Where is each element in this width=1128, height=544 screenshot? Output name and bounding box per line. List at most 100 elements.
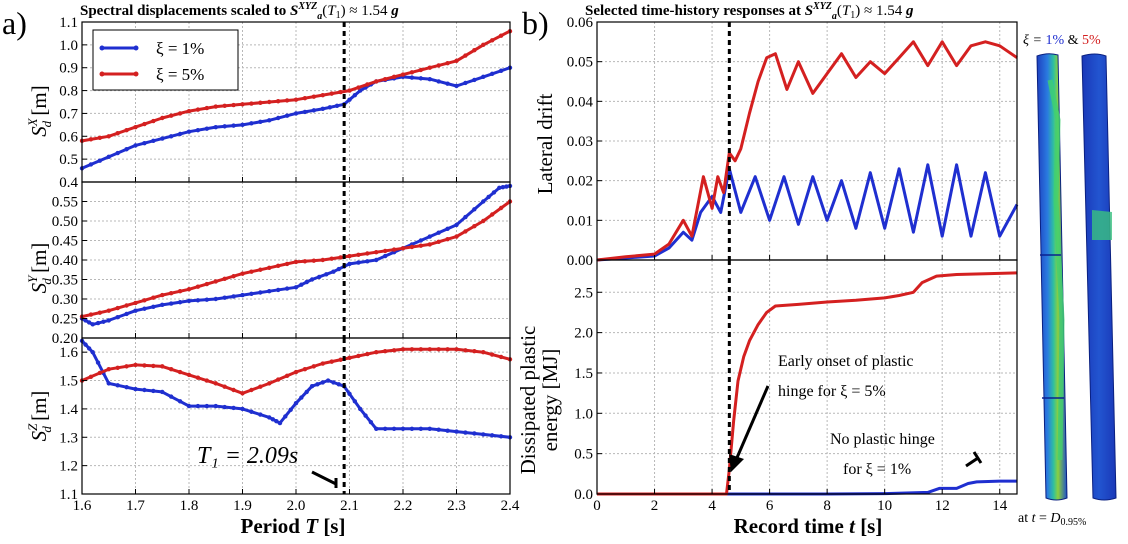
sdz-xtick-label: 2.4	[501, 498, 520, 514]
sdx-point-xi5	[382, 76, 388, 82]
sdz-point-xi5	[418, 347, 424, 352]
sdy-point-xi5	[391, 247, 397, 252]
sdy-point-xi5	[258, 267, 263, 272]
sdy-point-xi5	[463, 229, 468, 234]
sdz-point-xi5	[498, 354, 504, 360]
sdy-point-xi5	[472, 224, 477, 229]
sdx-point-xi1	[481, 74, 486, 80]
sdy-point-xi1	[284, 286, 290, 291]
sdz-point-xi5	[222, 384, 227, 389]
sdx-point-xi1	[275, 115, 281, 121]
sdz-point-xi1	[106, 381, 111, 386]
energy-ytick-label: 1.5	[574, 366, 593, 382]
sdy-point-xi1	[293, 285, 299, 290]
title-b: Selected time-history responses at SXYZa…	[585, 1, 914, 22]
sdz-point-xi1	[427, 426, 432, 431]
drift-ytick-label: 0.00	[567, 253, 593, 269]
sdz-point-xi1	[115, 383, 120, 388]
ylabel-drift: Lateral drift	[533, 93, 557, 194]
sdz-point-xi5	[302, 367, 308, 372]
sdz-point-xi1	[249, 409, 254, 414]
sdx-point-xi5	[267, 99, 272, 105]
sdx-point-xi5	[284, 98, 290, 103]
sdx-point-xi5	[481, 42, 486, 48]
sdy-point-xi1	[95, 320, 101, 326]
sdx-point-xi5	[498, 33, 504, 38]
energy-xtick-label: 12	[935, 498, 950, 514]
sdy-point-xi5	[329, 256, 334, 261]
sdx-point-xi1	[213, 124, 218, 130]
xlabel-time: Record time t [s]	[734, 514, 883, 538]
sdz-point-xi5	[240, 391, 245, 396]
sdz-point-xi1	[320, 380, 325, 385]
sdx-point-xi5	[133, 124, 138, 130]
sdz-point-xi1	[331, 380, 336, 385]
sdx-point-xi1	[489, 71, 495, 77]
sdx-point-xi5	[302, 95, 308, 101]
sdz-point-xi1	[347, 391, 352, 396]
fe-model-xi5	[1081, 53, 1117, 501]
fe-model-images: ξ = 1% & 5% at t = D0.95%	[1018, 33, 1117, 528]
sdz-point-xi1	[222, 404, 227, 410]
sdx-point-xi1	[177, 131, 183, 137]
sdz-point-xi5	[365, 351, 370, 357]
sdy-point-xi5	[177, 289, 183, 294]
sdy-point-xi5	[115, 305, 120, 311]
sdz-point-xi1	[283, 414, 288, 419]
sdy-ytick-label: 0.40	[52, 253, 78, 269]
annotation-early-onset-2: hinge for ξ = 5%	[778, 383, 886, 400]
sdz-point-xi5	[445, 347, 450, 352]
sdx-point-xi5	[472, 47, 477, 53]
sdx-point-xi1	[124, 147, 129, 152]
sdz-point-xi1	[299, 395, 304, 400]
sdz-point-xi1	[267, 415, 272, 420]
legend-marker-xi5b	[133, 71, 139, 77]
fe-footer: at t = D0.95%	[1018, 511, 1086, 528]
sdx-point-xi5	[231, 102, 236, 108]
energy-axes-frame	[596, 259, 1018, 495]
ylabel-energy-line2: energy [MJ]	[538, 349, 562, 452]
sdz-point-xi1	[358, 406, 363, 412]
sdy-point-xi5	[409, 244, 415, 250]
sdz-point-xi1	[83, 342, 88, 347]
sdz-point-xi1	[363, 413, 368, 418]
sdx-point-xi5	[329, 91, 334, 96]
sdz-ytick-label: 1.5	[59, 374, 78, 390]
sdx-point-xi1	[151, 138, 156, 144]
sdx-point-xi5	[168, 113, 174, 118]
sdx-point-xi1	[222, 124, 227, 129]
sdz-point-xi5	[142, 363, 147, 368]
sdy-point-xi1	[142, 306, 147, 311]
sdz-point-xi5	[186, 372, 192, 378]
sdz-point-xi5	[284, 373, 290, 379]
sdz-xtick-label: 2.0	[287, 498, 306, 514]
drift-series-xi1	[596, 163, 1019, 262]
sdz-xtick-label: 2.1	[340, 498, 359, 514]
sdx-point-xi1	[97, 158, 103, 163]
drift-ytick-label: 0.04	[567, 94, 594, 110]
sdx-point-xi5	[338, 89, 343, 95]
sdx-point-xi1	[284, 113, 290, 118]
sdy-point-xi1	[160, 302, 165, 308]
sdy-point-xi1	[249, 291, 254, 296]
ylabel-sdx: SXd [m]	[25, 85, 54, 137]
sdy-point-xi1	[124, 311, 129, 317]
sdz-ytick-label: 1.3	[59, 430, 78, 446]
energy-xtick-label: 8	[823, 498, 831, 514]
sdy-ytick-label: 0.45	[52, 234, 78, 250]
sdx-point-xi5	[436, 63, 441, 68]
sdy-point-xi1	[324, 272, 329, 277]
sdx-point-xi5	[151, 118, 156, 124]
sdx-point-xi5	[427, 65, 432, 70]
annotation-early-onset-1: Early onset of plastic	[778, 353, 914, 370]
sdz-point-xi1	[258, 412, 263, 417]
sdy-point-xi1	[486, 194, 491, 200]
sdy-point-xi1	[356, 260, 361, 265]
sdx-point-xi1	[133, 143, 138, 148]
sdx-point-xi1	[445, 81, 450, 86]
ylabel-sdy: SYd [m]	[25, 243, 54, 294]
sdx-point-xi1	[352, 92, 358, 98]
sdx-point-xi1	[418, 76, 424, 81]
sdx-point-xi5	[320, 92, 325, 98]
sdy-point-xi1	[177, 300, 183, 305]
